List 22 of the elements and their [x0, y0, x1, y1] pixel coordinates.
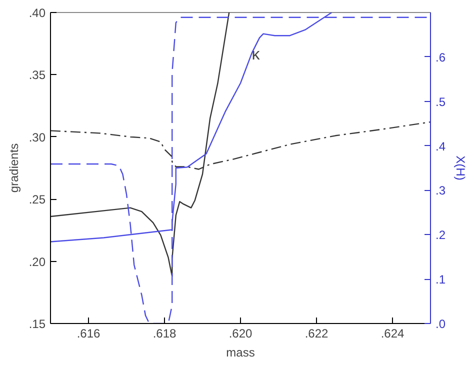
x-tick-label: .616: [76, 326, 101, 340]
x-tick-label: .618: [152, 326, 177, 340]
y2-tick-label: .2: [436, 228, 446, 242]
x-tick-label: .620: [228, 326, 253, 340]
x-tick-label: .622: [304, 326, 329, 340]
y-tick-label: .15: [28, 317, 46, 331]
y2-tick-label: .3: [436, 184, 446, 198]
x-axis-title: mass: [226, 346, 255, 360]
y-tick-label: .35: [28, 68, 46, 82]
y-tick-label: .20: [28, 254, 46, 269]
annotation: κ: [252, 46, 261, 64]
y2-tick-label: .4: [436, 139, 446, 154]
y-tick-label: .40: [28, 6, 46, 20]
y2-tick-label: .6: [436, 50, 446, 64]
x-tick-label: .624: [380, 326, 405, 340]
y2-tick-label: .0: [436, 317, 446, 331]
y-tick-label: .30: [28, 130, 46, 144]
y2-axis-title: X(H): [454, 156, 468, 180]
y-tick-label: .25: [28, 192, 46, 207]
y-axis-title: gradients: [6, 143, 21, 193]
y2-tick-label: .5: [436, 94, 446, 109]
y2-tick-label: .1: [436, 272, 446, 287]
